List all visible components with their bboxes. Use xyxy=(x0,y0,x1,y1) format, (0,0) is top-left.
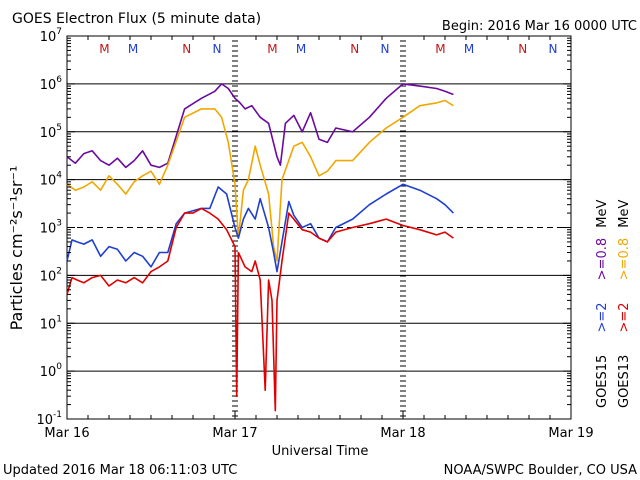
x-tick-label: Mar 16 xyxy=(44,426,89,441)
satellite-marker: M xyxy=(464,42,474,56)
satellite-marker: N xyxy=(213,42,222,56)
y-axis-ticks: 10-1 100 101 102 103 104 105 106 107 xyxy=(36,27,571,428)
gridlines xyxy=(67,35,571,417)
x-axis-ticks: Mar 16 Mar 17 Mar 18 Mar 19 xyxy=(44,36,594,441)
satellite-marker: N xyxy=(350,42,359,56)
svg-text:GOES15 >=2 >=0.8: GOES15 >=2 >=0.8 MeV xyxy=(595,200,610,408)
begin-date: Begin: 2016 Mar 16 0000 UTC xyxy=(442,19,637,34)
y-tick-label: 102 xyxy=(40,266,62,284)
legend-goes13: GOES13 xyxy=(617,355,632,408)
legend-goes13-2mev: >=2 xyxy=(617,302,632,332)
legend-goes13-08mev: >=0.8 xyxy=(617,238,632,280)
y-tick-label: 100 xyxy=(40,362,63,380)
x-tick-label: Mar 18 xyxy=(380,426,425,441)
satellite-marker: M xyxy=(128,42,138,56)
x-axis-label: Universal Time xyxy=(272,444,369,459)
series-line xyxy=(66,83,454,169)
y-tick-label: 107 xyxy=(40,27,62,45)
y-tick-label: 105 xyxy=(40,123,62,141)
x-tick-label: Mar 19 xyxy=(548,426,593,441)
y-tick-label: 106 xyxy=(40,75,63,93)
legend-unit-top: MeV xyxy=(595,200,610,228)
legend: GOES15 >=2 >=0.8 MeV GOES13 >=2 >=0.8 Me… xyxy=(595,200,632,408)
y-tick-label: 103 xyxy=(40,219,62,237)
legend-goes15-08mev: >=0.8 xyxy=(595,238,610,280)
series-line xyxy=(66,99,454,262)
legend-goes15-2mev: >=2 xyxy=(595,302,610,332)
chart-title: GOES Electron Flux (5 minute data) xyxy=(12,11,261,27)
satellite-marker: N xyxy=(381,42,390,56)
satellite-marker: M xyxy=(435,42,445,56)
y-tick-label: 10-1 xyxy=(36,410,62,428)
credit-text: NOAA/SWPC Boulder, CO USA xyxy=(444,463,637,478)
satellite-marker: N xyxy=(182,42,191,56)
satellite-marker: N xyxy=(518,42,527,56)
legend-unit-bottom: MeV xyxy=(617,200,632,228)
y-tick-label: 104 xyxy=(40,171,63,189)
series-line xyxy=(66,207,454,412)
y-axis-label: Particles cm⁻²s⁻¹sr⁻¹ xyxy=(7,166,26,331)
updated-timestamp: Updated 2016 Mar 18 06:11:03 UTC xyxy=(3,463,237,478)
x-tick-label: Mar 17 xyxy=(212,426,257,441)
y-tick-label: 101 xyxy=(40,314,62,332)
satellite-marker: M xyxy=(99,42,109,56)
series-line xyxy=(66,183,454,273)
satellite-marker: M xyxy=(267,42,277,56)
series-lines xyxy=(66,83,454,412)
satellite-marker: N xyxy=(549,42,558,56)
satellite-marker: M xyxy=(296,42,306,56)
svg-text:GOES13 >=2 >=0.8: GOES13 >=2 >=0.8 MeV xyxy=(617,200,632,408)
legend-goes15: GOES15 xyxy=(595,355,610,408)
